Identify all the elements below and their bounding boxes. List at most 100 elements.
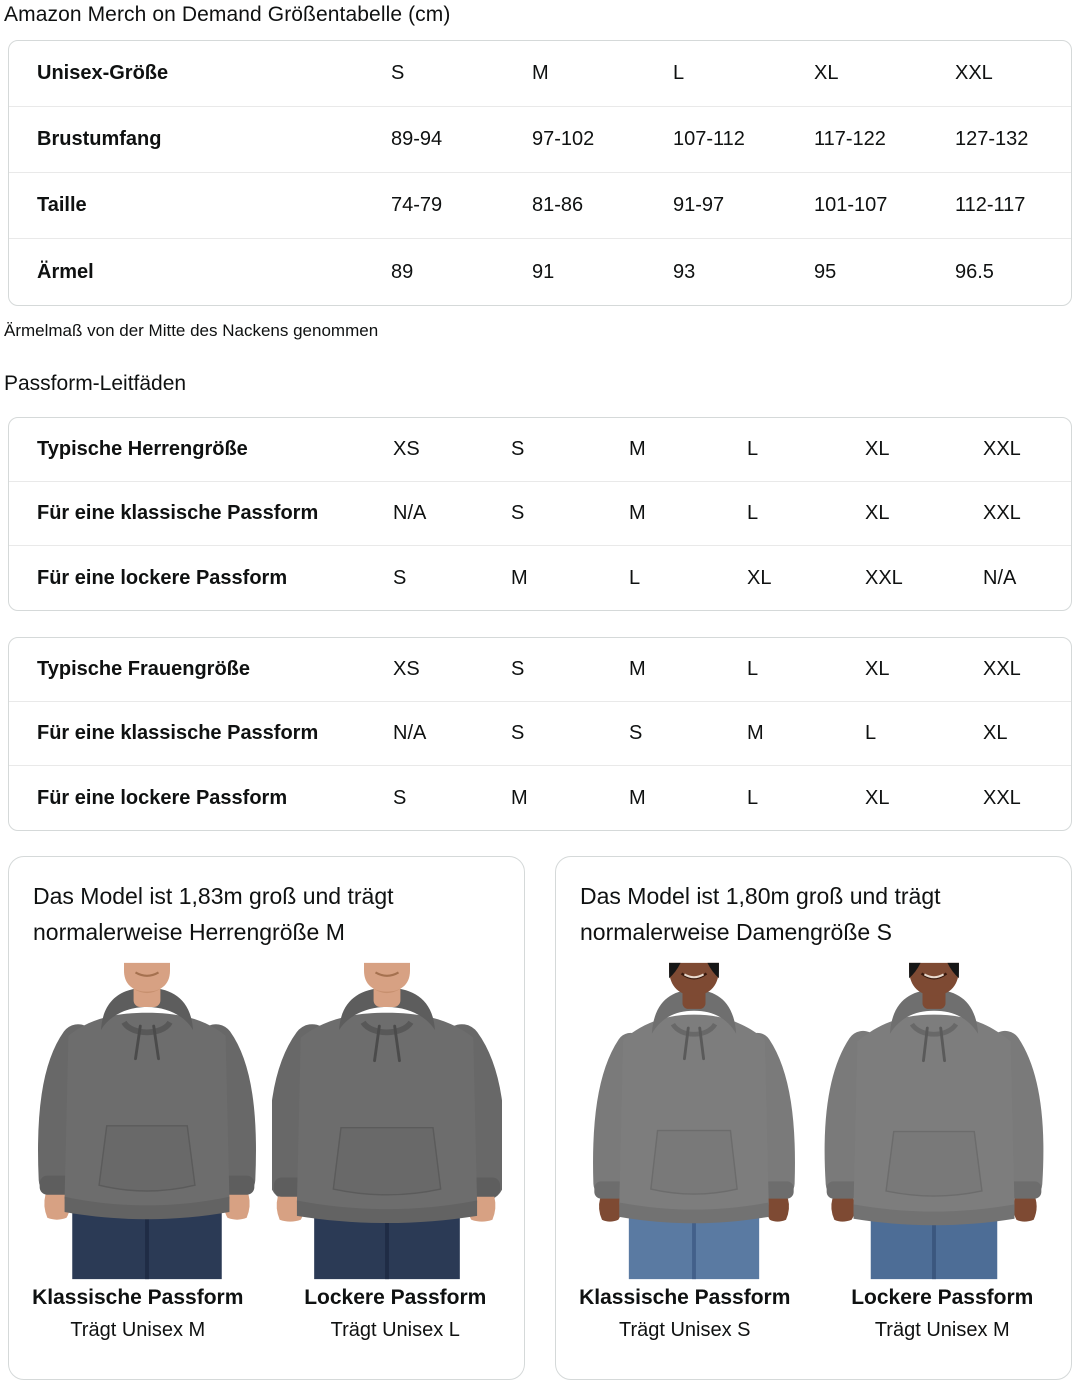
photo-captions: Klassische Passform Trägt Unisex M Locke… — [9, 1286, 524, 1342]
table-cell: XL — [865, 658, 890, 680]
table-cell: 101-107 — [814, 194, 888, 216]
table-row: Taille 74-79 81-86 91-97 101-107 112-117 — [9, 173, 1071, 239]
row-label: Für eine lockere Passform — [37, 566, 288, 589]
table-cell: S — [511, 722, 525, 744]
caption-classic: Klassische Passform Trägt Unisex M — [9, 1286, 267, 1342]
table-cell: L — [673, 62, 685, 84]
row-label: Brustumfang — [37, 128, 162, 150]
table-cell: M — [629, 438, 646, 460]
table-cell: N/A — [983, 566, 1017, 589]
womens-fit-table: Typische Frauengröße XS S M L XL XXL Für… — [8, 637, 1072, 831]
table-cell: 96.5 — [955, 260, 994, 283]
model-photo-women-classic — [592, 962, 795, 1280]
caption-classic: Klassische Passform Trägt Unisex S — [556, 1286, 814, 1342]
table-cell: 74-79 — [391, 194, 443, 216]
table-row: Für eine klassische Passform N/A S M L X… — [9, 482, 1071, 546]
table-cell: 97-102 — [532, 128, 595, 150]
model-description: Das Model ist 1,80m groß und trägt norma… — [580, 883, 941, 945]
table-cell: 89 — [391, 260, 414, 283]
caption-loose: Lockere Passform Trägt Unisex L — [267, 1286, 525, 1342]
table-cell: 107-112 — [673, 128, 745, 150]
table-cell: XXL — [983, 658, 1021, 680]
table-row: Ärmel 89 91 93 95 96.5 — [9, 239, 1071, 305]
row-label: Ärmel — [37, 260, 94, 283]
fit-label: Klassische Passform — [32, 1286, 244, 1309]
table-cell: M — [747, 722, 764, 744]
table-cell: M — [532, 62, 549, 84]
wears-label: Trägt Unisex M — [874, 1319, 1010, 1341]
table-cell: S — [393, 786, 407, 809]
table-cell: N/A — [393, 722, 427, 744]
table-cell: XL — [747, 566, 772, 589]
table-cell: S — [511, 438, 525, 460]
table-cell: 91-97 — [673, 194, 725, 216]
table-cell: XXL — [865, 566, 903, 589]
fit-guides-heading: Passform-Leitfäden — [4, 372, 187, 395]
model-photos — [556, 958, 1071, 1284]
table-cell: S — [511, 502, 525, 524]
table-cell: 112-117 — [955, 194, 1026, 216]
table-cell: L — [629, 566, 641, 589]
fit-label: Klassische Passform — [579, 1286, 791, 1309]
table-cell: 127-132 — [955, 128, 1029, 150]
table-row: Für eine lockere Passform S M M L XL XXL — [9, 766, 1071, 830]
wears-label: Trägt Unisex S — [618, 1319, 751, 1341]
model-photos — [9, 958, 524, 1284]
photo-captions: Klassische Passform Trägt Unisex S Locke… — [556, 1286, 1071, 1342]
table-cell: S — [391, 62, 405, 84]
table-cell: L — [747, 438, 759, 460]
table-cell: 117-122 — [814, 128, 886, 150]
table-cell: 91 — [532, 260, 555, 283]
model-photo-men-loose — [271, 962, 502, 1280]
table-cell: XS — [393, 658, 420, 680]
table-cell: XXL — [955, 62, 993, 84]
table-cell: M — [629, 658, 646, 680]
unisex-size-table: Unisex-Größe S M L XL XXL Brustumfang 89… — [8, 40, 1072, 306]
table-cell: XXL — [983, 502, 1021, 524]
table-cell: XL — [983, 722, 1008, 744]
male-model-card: Das Model ist 1,83m groß und trägt norma… — [8, 856, 525, 1380]
table-cell: N/A — [393, 502, 427, 524]
table-row: Typische Herrengröße XS S M L XL XXL — [9, 418, 1071, 482]
table-row: Brustumfang 89-94 97-102 107-112 117-122… — [9, 107, 1071, 173]
table-cell: M — [629, 502, 646, 524]
table-cell: L — [747, 502, 759, 524]
fit-label: Lockere Passform — [304, 1286, 487, 1309]
table-cell: XL — [865, 438, 890, 460]
table-row: Für eine klassische Passform N/A S S M L… — [9, 702, 1071, 766]
table-cell: XL — [865, 502, 890, 524]
model-photo-women-loose — [824, 962, 1043, 1280]
table-cell: M — [511, 566, 528, 589]
table-cell: 95 — [814, 260, 837, 283]
table-cell: S — [629, 722, 643, 744]
row-label: Für eine klassische Passform — [37, 722, 319, 744]
table-row: Typische Frauengröße XS S M L XL XXL — [9, 638, 1071, 702]
row-label: Typische Herrengröße — [37, 438, 248, 460]
table-cell: S — [511, 658, 525, 680]
table-cell: M — [629, 786, 646, 809]
row-label: Typische Frauengröße — [37, 658, 251, 680]
table-cell: 93 — [673, 260, 696, 283]
table-cell: XL — [865, 786, 890, 809]
table-cell: XS — [393, 438, 420, 460]
table-cell: 81-86 — [532, 194, 584, 216]
female-model-card: Das Model ist 1,80m groß und trägt norma… — [555, 856, 1072, 1380]
table-cell: L — [747, 786, 759, 809]
table-cell: XXL — [983, 786, 1021, 809]
fit-label: Lockere Passform — [851, 1286, 1034, 1309]
row-label: Taille — [37, 194, 87, 216]
table-cell: XL — [814, 62, 839, 84]
mens-fit-table: Typische Herrengröße XS S M L XL XXL Für… — [8, 417, 1072, 611]
table-row: Unisex-Größe S M L XL XXL — [9, 41, 1071, 107]
model-description: Das Model ist 1,83m groß und trägt norma… — [33, 883, 394, 945]
table-cell: L — [747, 658, 759, 680]
table-row: Für eine lockere Passform S M L XL XXL N… — [9, 546, 1071, 610]
wears-label: Trägt Unisex L — [330, 1319, 460, 1341]
table-cell: XXL — [983, 438, 1021, 460]
row-label: Für eine lockere Passform — [37, 786, 288, 809]
model-photo-men-classic — [37, 962, 256, 1280]
row-label: Für eine klassische Passform — [37, 502, 319, 524]
sleeve-measure-note: Ärmelmaß von der Mitte des Nackens genom… — [4, 321, 379, 340]
wears-label: Trägt Unisex M — [70, 1319, 206, 1341]
page-title: Amazon Merch on Demand Größentabelle (cm… — [4, 3, 451, 26]
